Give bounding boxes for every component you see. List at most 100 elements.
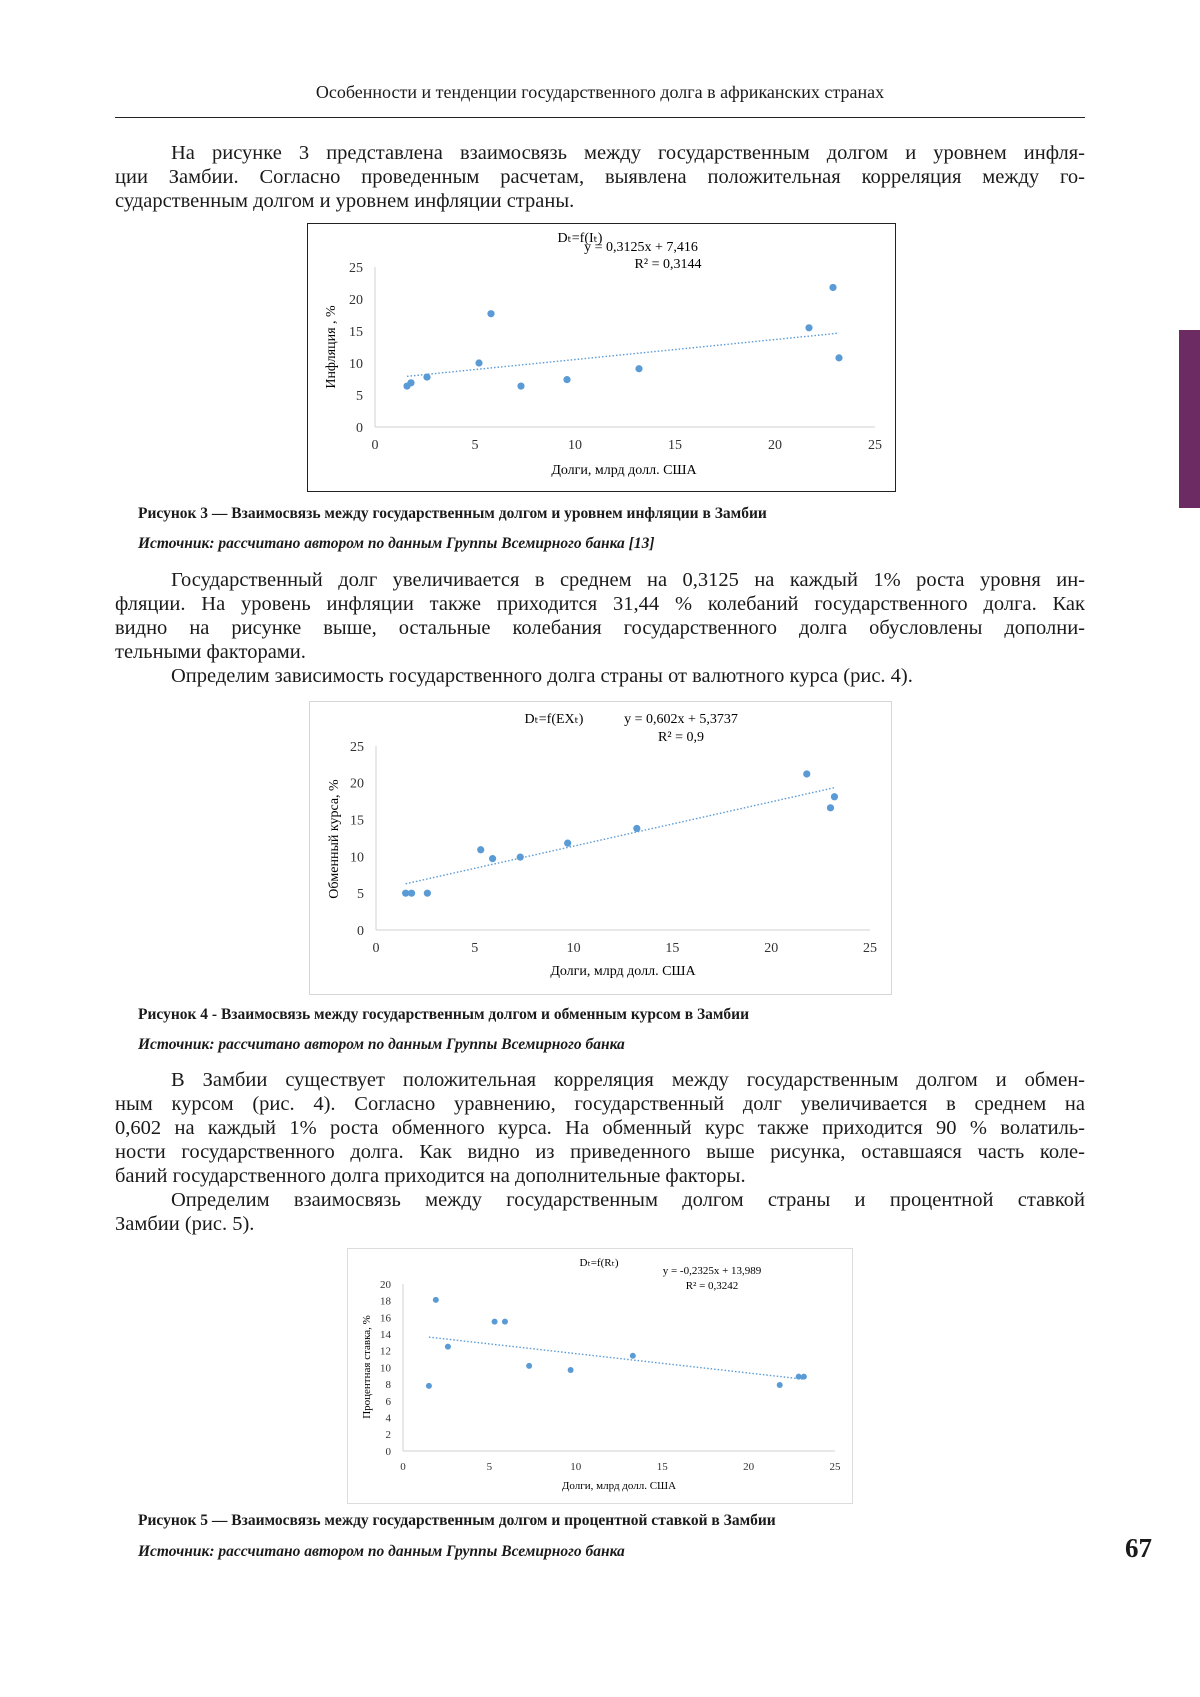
data-point (477, 846, 484, 853)
y-axis-label: Обменный курса, % (327, 779, 342, 899)
data-point (489, 855, 496, 862)
x-tick-label: 5 (487, 1461, 493, 1473)
text-line: фляции. На уровень инфляции также приход… (115, 592, 1085, 616)
r-squared-label: R² = 0,3144 (635, 257, 702, 272)
text-line: сударственным долгом и уровнем инфляции … (115, 189, 1085, 213)
y-tick-label: 14 (380, 1329, 392, 1341)
y-axis-label: Процентная ставка, % (361, 1315, 373, 1419)
x-tick-label: 20 (764, 941, 778, 956)
text-line: ции Замбии. Согласно проведенным расчета… (115, 165, 1085, 189)
y-tick-label: 15 (349, 325, 363, 340)
data-point (526, 1363, 532, 1369)
trendline-equation: y = 0,602x + 5,3737 (624, 712, 738, 727)
y-tick-label: 15 (350, 814, 364, 829)
x-tick-label: 25 (868, 438, 882, 453)
data-point (827, 804, 834, 811)
data-point (805, 324, 812, 331)
x-tick-label: 15 (665, 941, 679, 956)
y-tick-label: 20 (349, 293, 363, 308)
text-line: Определим зависимость государственного д… (115, 664, 1085, 688)
data-point (423, 373, 430, 380)
data-point (424, 890, 431, 897)
x-tick-label: 0 (400, 1461, 406, 1473)
y-tick-label: 18 (380, 1296, 392, 1308)
data-point (635, 365, 642, 372)
x-tick-label: 5 (472, 438, 479, 453)
text-line: ности государственного долга. Как видно … (115, 1140, 1085, 1164)
trendline (407, 333, 839, 376)
trendline (429, 1337, 804, 1379)
figure-3-source: Источник: рассчитано автором по данным Г… (138, 535, 655, 553)
data-point (487, 310, 494, 317)
y-tick-label: 6 (386, 1396, 392, 1408)
x-tick-label: 0 (373, 941, 380, 956)
data-point (568, 1367, 574, 1373)
x-tick-label: 25 (830, 1461, 842, 1473)
y-tick-label: 5 (356, 389, 363, 404)
data-point (829, 284, 836, 291)
x-tick-label: 0 (372, 438, 379, 453)
text-line: Замбии (рис. 5). (115, 1212, 1085, 1236)
text-line: ным курсом (рис. 4). Согласно уравнению,… (115, 1092, 1085, 1116)
figure-4-caption: Рисунок 4 - Взаимосвязь между государств… (138, 1006, 749, 1024)
data-point (426, 1383, 432, 1389)
data-point (803, 770, 810, 777)
running-header: Особенности и тенденции государственного… (115, 82, 1085, 103)
text-line: 0,602 на каждый 1% роста обменного курса… (115, 1116, 1085, 1140)
y-tick-label: 2 (386, 1429, 392, 1441)
data-point (563, 376, 570, 383)
scatter-chart: 05101520250510152025Dₜ=f(Iₜ)y = 0,3125x … (308, 224, 897, 493)
y-tick-label: 5 (357, 887, 364, 902)
data-point (433, 1297, 439, 1303)
chart-title: Dₜ=f(Rₜ) (580, 1257, 619, 1269)
y-tick-label: 12 (380, 1346, 391, 1358)
text-line: Определим взаимосвязь между государствен… (115, 1188, 1085, 1212)
y-tick-label: 20 (380, 1279, 392, 1291)
side-section-tab (1179, 330, 1200, 508)
x-axis-label: Долги, млрд долл. США (551, 463, 697, 478)
paragraph-4: В Замбии существует положительная коррел… (115, 1068, 1085, 1188)
figure-3-chart: 05101520250510152025Dₜ=f(Iₜ)y = 0,3125x … (307, 223, 896, 492)
data-point (502, 1319, 508, 1325)
y-tick-label: 10 (349, 357, 363, 372)
scatter-chart: 051015202502468101214161820Dₜ=f(Rₜ)y = -… (348, 1249, 854, 1505)
x-tick-label: 10 (567, 941, 581, 956)
data-point (630, 1353, 636, 1359)
data-point (801, 1374, 807, 1380)
paragraph-1: На рисунке 3 представлена взаимосвязь ме… (115, 141, 1085, 213)
page-number: 67 (1125, 1533, 1152, 1564)
data-point (835, 354, 842, 361)
figure-5-source: Источник: рассчитано автором по данным Г… (138, 1543, 625, 1561)
text-line: На рисунке 3 представлена взаимосвязь ме… (115, 141, 1085, 165)
figure-5-caption: Рисунок 5 — Взаимосвязь между государств… (138, 1512, 776, 1530)
figure-5-chart: 051015202502468101214161820Dₜ=f(Rₜ)y = -… (347, 1248, 853, 1504)
x-tick-label: 10 (568, 438, 582, 453)
y-tick-label: 0 (357, 924, 364, 939)
r-squared-label: R² = 0,9 (658, 730, 704, 745)
y-tick-label: 10 (380, 1362, 392, 1374)
x-axis-label: Долги, млрд долл. США (562, 1480, 676, 1492)
data-point (475, 359, 482, 366)
data-point (517, 854, 524, 861)
scatter-chart: 05101520250510152025Dₜ=f(EXₜ)y = 0,602x … (310, 702, 893, 996)
paragraph-2: Государственный долг увеличивается в сре… (115, 568, 1085, 664)
figure-3-caption: Рисунок 3 — Взаимосвязь между государств… (138, 505, 767, 523)
figure-4-source: Источник: рассчитано автором по данным Г… (138, 1036, 625, 1054)
text-line: баний государственного долга приходится … (115, 1164, 1085, 1188)
trendline (406, 788, 835, 884)
data-point (777, 1382, 783, 1388)
data-point (408, 890, 415, 897)
trendline-equation: y = 0,3125x + 7,416 (584, 240, 698, 255)
data-point (831, 793, 838, 800)
trendline-equation: y = -0,2325x + 13,989 (663, 1265, 762, 1277)
data-point (564, 840, 571, 847)
x-tick-label: 20 (743, 1461, 755, 1473)
x-tick-label: 20 (768, 438, 782, 453)
paragraph-3: Определим зависимость государственного д… (115, 664, 1085, 688)
x-tick-label: 15 (657, 1461, 669, 1473)
data-point (492, 1319, 498, 1325)
y-tick-label: 25 (350, 740, 364, 755)
data-point (517, 382, 524, 389)
data-point (407, 379, 414, 386)
y-tick-label: 0 (386, 1446, 392, 1458)
